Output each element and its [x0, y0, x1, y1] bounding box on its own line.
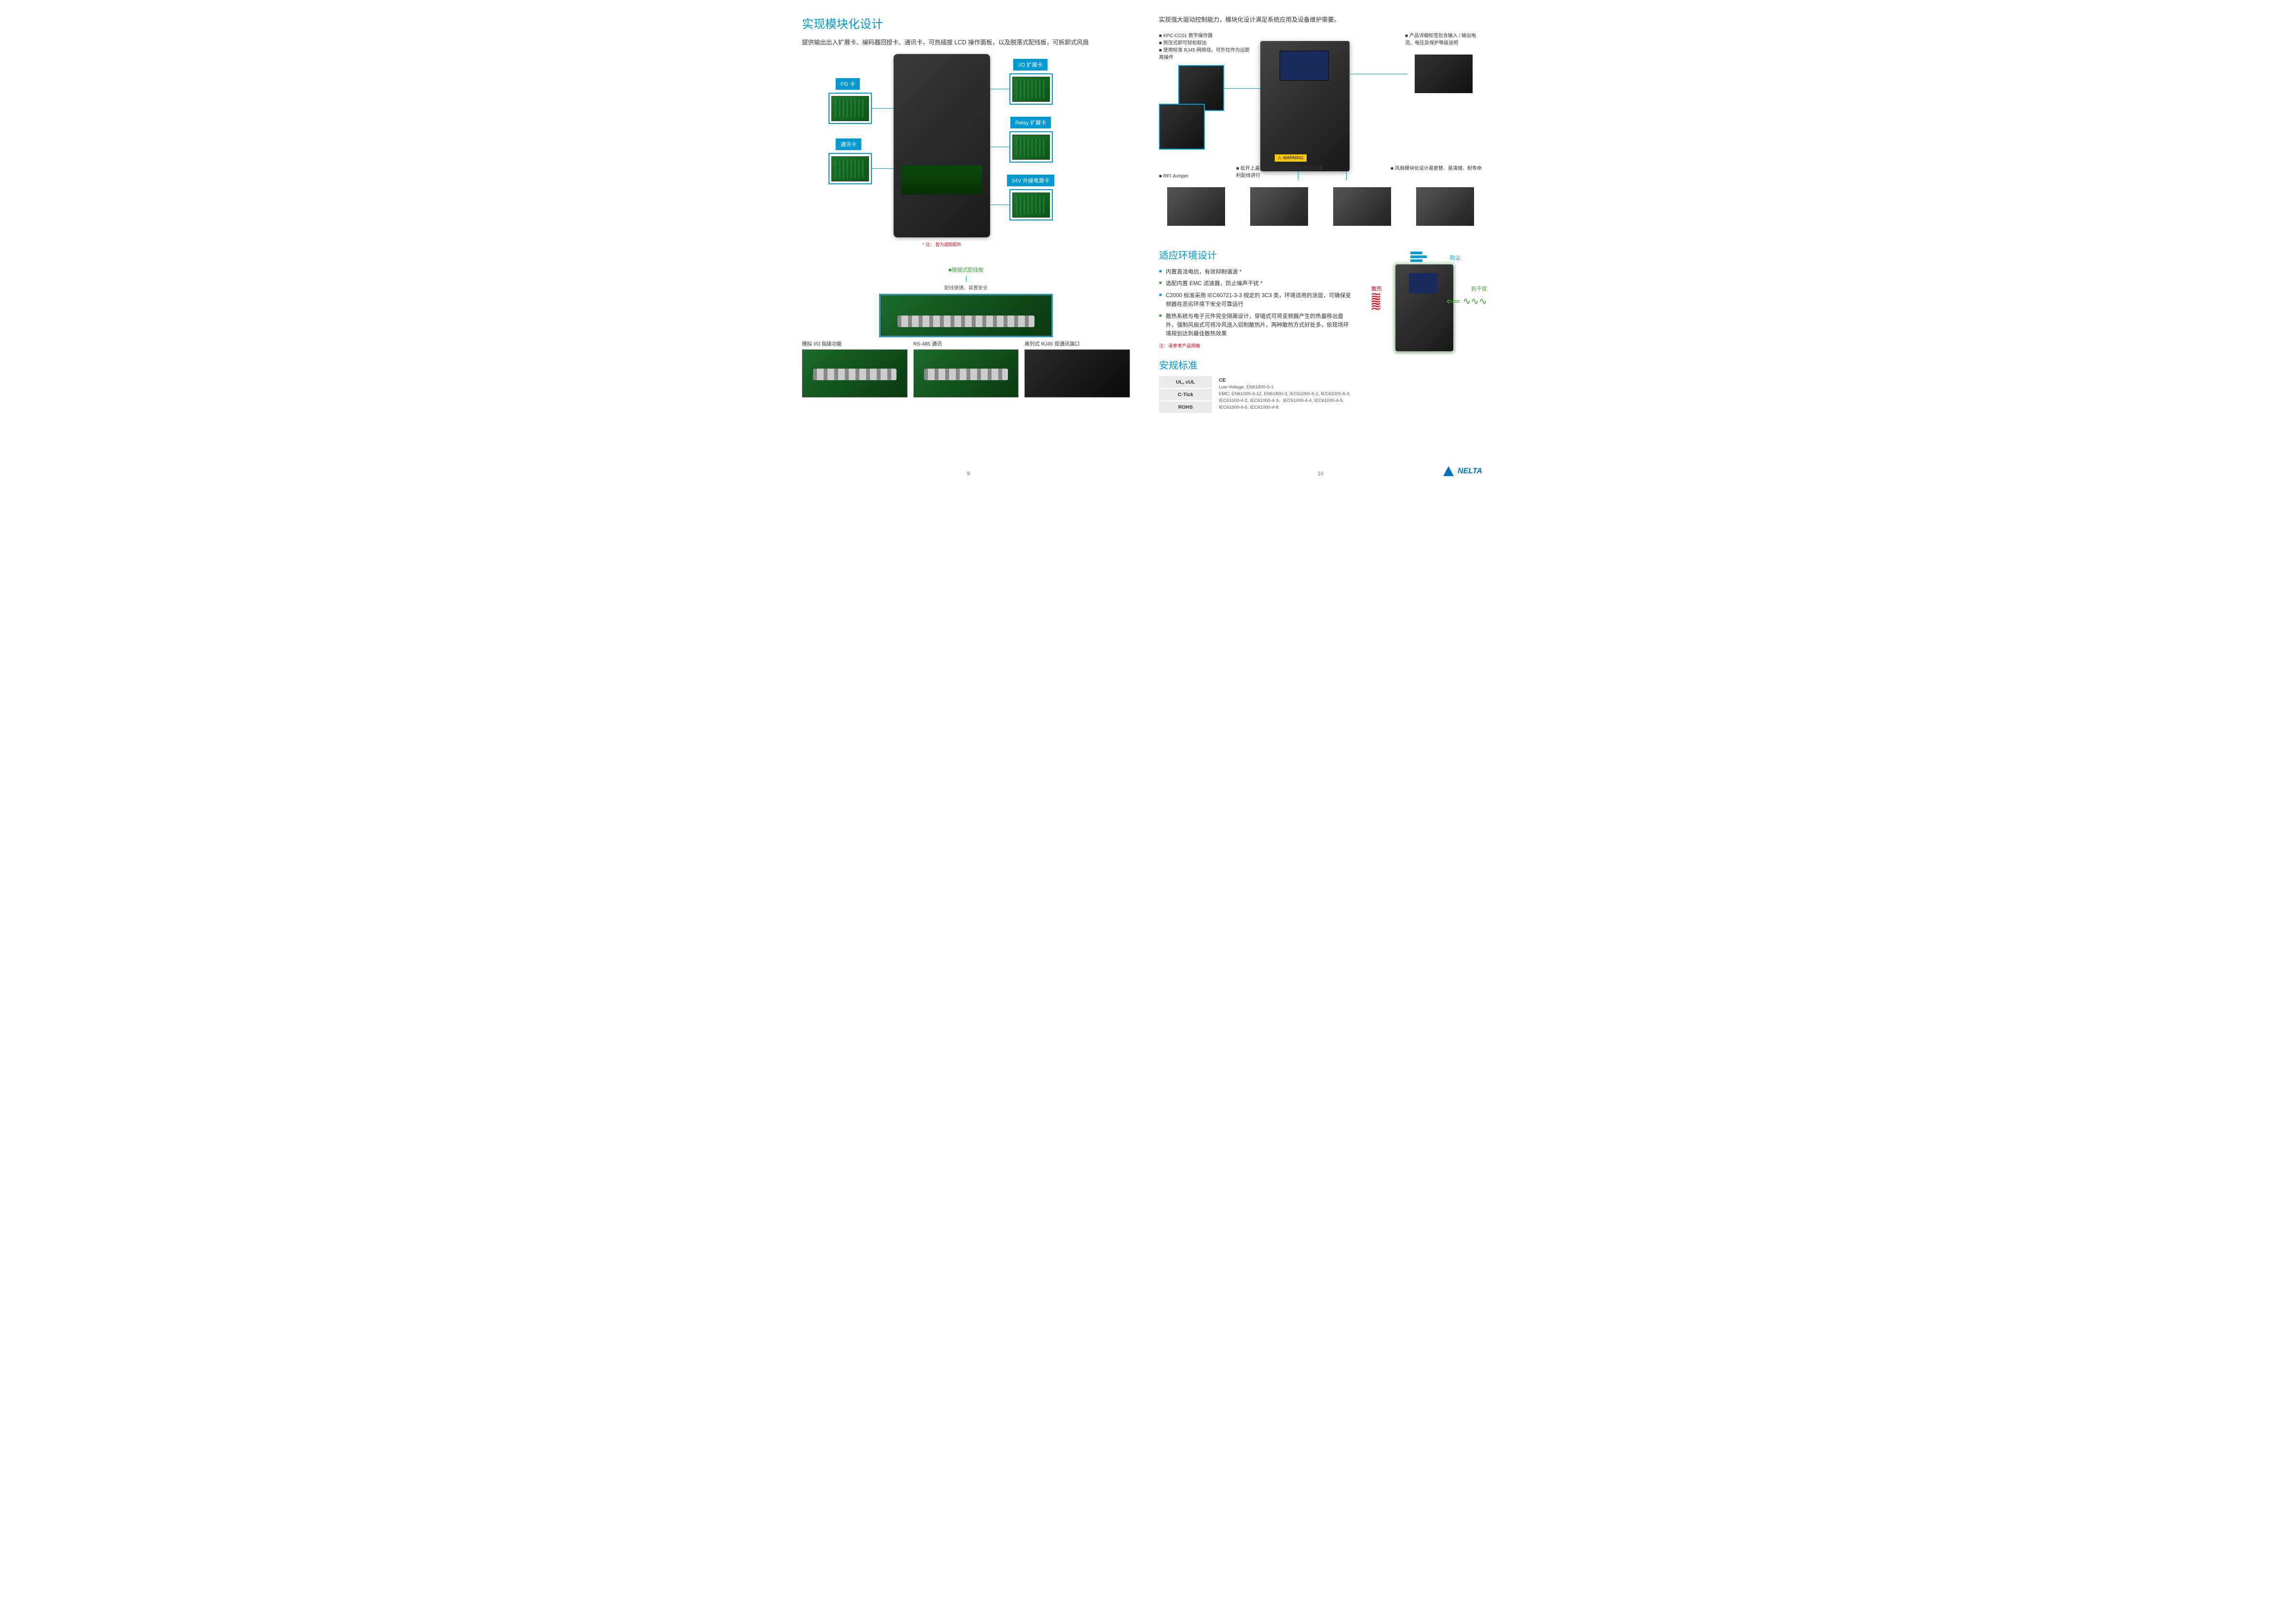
thumb-rfi [1167, 187, 1225, 226]
emi-label: 抗干扰 [1471, 285, 1487, 292]
tag-pg: PG 卡 [836, 78, 860, 90]
lead-right: 实现强大驱动控制能力，模块化设计满足系统应用及设备维护需要。 [1159, 14, 1482, 24]
thumb-wiring [1333, 187, 1391, 226]
lead-left: 提供输出出入扩展卡、编码器回授卡、通讯卡，可热插拔 LCD 操作面板，以及脱落式… [802, 37, 1130, 46]
title-modular: 实现模块化设计 [802, 14, 1130, 31]
std-lv: Low Voltage: EN61800-5-1 [1219, 384, 1352, 391]
env-note: 注：请参考产品规格 [1159, 342, 1352, 349]
slot-io [1009, 73, 1053, 105]
tag-comm: 通讯卡 [836, 138, 861, 150]
detail-2-title: RS-485 通讯 [913, 340, 1019, 347]
detail-2-img [913, 349, 1019, 398]
env-feature-2: 选配内置 EMC 滤波器，防止噪声干扰 * [1159, 278, 1352, 289]
slot-psu [1009, 189, 1053, 220]
env-feature-1: 内置直流电抗，有效抑制谐波 * [1159, 266, 1352, 278]
detail-3-img [1024, 349, 1130, 398]
detail-1-img [802, 349, 908, 398]
option-note: * 注： 皆为选购配件 [923, 241, 962, 248]
detail-3-title: 串列式 RJ45 双通讯端口 [1024, 340, 1130, 347]
page-10: 实现强大驱动控制能力，模块化设计满足系统应用及设备维护需要。 KPC-CC01 … [1144, 0, 1497, 482]
env-features: 内置直流电抗，有效抑制谐波 * 选配内置 EMC 滤波器，防止噪声干扰 * C2… [1159, 266, 1352, 340]
std-ctick: C-Tick [1159, 389, 1212, 401]
main-device [894, 54, 990, 237]
callout-rfi: RFI Jumper [1159, 174, 1188, 179]
detail-row: 模拟 I/O 指拨功能 RS-485 通讯 串列式 RJ45 双通讯端口 [802, 340, 1130, 398]
thumb-screw [1250, 187, 1308, 226]
slot-comm [828, 153, 872, 184]
tag-relay: Relay 扩展卡 [1010, 117, 1051, 128]
std-emc: EMC: EN61000-3-12, EN61800-3, IEC61000-6… [1219, 391, 1352, 412]
brand-text: NELTA [1458, 467, 1482, 476]
env-feature-3: C2000 标准采用 IEC60721-3-3 规定的 3C3 类，环境适用的涂… [1159, 290, 1352, 311]
wiring-board-label: ■脱拔式配线板 [949, 267, 984, 273]
callout-label: 产品详细标签包含输入 / 输出电流、电压及保护等级说明 [1405, 31, 1482, 46]
env-graphic: ▪▪▪▪▪▪▪▪▪▪▪▪▪▪▪▪▪ ⬇⬆⬇ 防尘 ≋≋≋ 散热 ⟸ ∿∿∿ 抗干… [1362, 251, 1487, 357]
delta-logo: NELTA [1442, 465, 1482, 478]
product-main [1260, 41, 1350, 171]
detail-1-title: 模拟 I/O 指拨功能 [802, 340, 908, 347]
env-feature-4: 散热系统与电子元件完全隔离设计，穿墙式可将变频器产生的热量移出盘外，强制风扇式可… [1159, 311, 1352, 340]
dust-label: 防尘 [1450, 254, 1461, 261]
callout-kpc: KPC-CC01 数字操作器 按压式即可轻松取出 使用标准 RJ45 网络线，可… [1159, 31, 1251, 60]
heat-label: 散热 [1371, 285, 1382, 292]
tag-psu: 24V 外接电源卡 [1007, 175, 1054, 186]
thumb-fan [1416, 187, 1474, 226]
callout-fan: 风扇模块化设计易更替、易清理、耐寿命 [1391, 164, 1482, 171]
env-device [1395, 264, 1453, 351]
std-title: 安规标准 [1159, 358, 1352, 372]
slot-relay [1009, 131, 1053, 163]
heat-icon: ≋≋≋ [1370, 294, 1381, 309]
wiring-board-sub: 配线便捷、装置安全 [802, 284, 1130, 291]
std-ce: CE [1219, 377, 1352, 383]
page-9: 实现模块化设计 提供输出出入扩展卡、编码器回授卡、通讯卡，可热插拔 LCD 操作… [792, 0, 1144, 482]
slot-pg [828, 93, 872, 124]
page-num-10: 10 [1318, 471, 1324, 477]
exploded-diagram: PG 卡 通讯卡 I/O 扩展卡 Relay 扩展卡 24V 外接电源卡 * 注… [802, 54, 1130, 257]
std-ul: UL, cUL [1159, 376, 1212, 389]
thumb-keypad-2 [1159, 104, 1205, 150]
emi-icon: ⟸ ∿∿∿ [1446, 295, 1487, 307]
page-num-9: 9 [967, 471, 970, 477]
std-rohs: ROHS [1159, 401, 1212, 414]
standards-table: UL, cUL C-Tick ROHS CE Low Voltage: EN61… [1159, 376, 1352, 414]
env-title: 适应环境设计 [1159, 248, 1352, 261]
tag-io: I/O 扩展卡 [1013, 59, 1048, 70]
thumb-label [1415, 55, 1473, 93]
delta-triangle-icon [1442, 465, 1455, 478]
product-diagram: KPC-CC01 数字操作器 按压式即可轻松取出 使用标准 RJ45 网络线，可… [1159, 31, 1482, 224]
callout-screw: 松开上盖安全螺丝后按压左右两侧可便利配线进行 [1236, 164, 1323, 179]
dust-icon: ▪▪▪▪▪▪▪▪▪▪▪▪▪▪▪▪▪ [1410, 251, 1426, 262]
